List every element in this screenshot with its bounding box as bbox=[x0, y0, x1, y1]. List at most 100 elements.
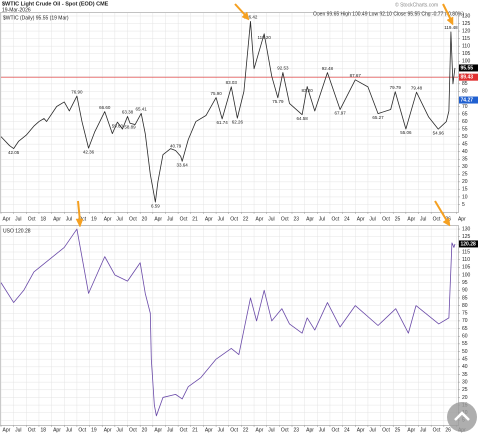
data-label: 79.48 bbox=[411, 85, 423, 90]
y-tick-label: 130 bbox=[462, 13, 471, 19]
price-marker-box bbox=[459, 64, 478, 72]
y-tick-label: 55 bbox=[462, 341, 468, 347]
data-label: 58.89 bbox=[124, 124, 136, 129]
x-tick-label: 19 bbox=[91, 427, 97, 433]
x-tick-label: Oct bbox=[180, 427, 188, 433]
y-tick-label: 65 bbox=[462, 111, 468, 117]
price-line bbox=[0, 228, 456, 417]
x-tick-label: 22 bbox=[243, 216, 249, 222]
x-tick-label: Oct bbox=[382, 427, 390, 433]
data-label: 79.79 bbox=[390, 85, 402, 90]
y-tick-label: 85 bbox=[462, 295, 468, 301]
y-tick-label: 15 bbox=[462, 187, 468, 193]
data-label: 62.26 bbox=[232, 119, 244, 124]
x-tick-label: 20 bbox=[142, 427, 148, 433]
arrow-head bbox=[75, 218, 84, 228]
x-tick-label: Jul bbox=[369, 427, 375, 433]
x-tick-label: Apr bbox=[407, 216, 415, 222]
y-tick-label: 115 bbox=[462, 36, 470, 42]
arrow-head bbox=[446, 16, 454, 26]
x-tick-label: Apr bbox=[357, 216, 365, 222]
x-tick-label: Jul bbox=[319, 216, 325, 222]
x-tick-label: 21 bbox=[192, 427, 198, 433]
y-tick-label: 50 bbox=[462, 349, 468, 355]
price-marker-label: 95.55 bbox=[461, 65, 474, 71]
data-label: 76.90 bbox=[71, 89, 83, 94]
data-label: 75.79 bbox=[272, 99, 284, 104]
legend-label: USO 120.28 bbox=[3, 228, 31, 234]
legend-label: $WTIC (Daily) 95.55 (19 Mar) bbox=[3, 15, 69, 21]
x-tick-label: Oct bbox=[281, 216, 289, 222]
x-tick-label: Apr bbox=[256, 427, 264, 433]
data-label: 83.20 bbox=[302, 88, 314, 93]
y-tick-label: 30 bbox=[462, 164, 468, 170]
y-tick-label: 25 bbox=[462, 387, 468, 393]
data-label: 92.53 bbox=[277, 66, 289, 71]
y-tick-label: 20 bbox=[462, 179, 468, 185]
y-tick-label: 105 bbox=[462, 265, 471, 271]
price-marker-label: 120.28 bbox=[461, 241, 477, 247]
y-tick-label: 5 bbox=[462, 202, 465, 208]
y-tick-label: 110 bbox=[462, 43, 470, 49]
data-label: 67.97 bbox=[334, 111, 346, 116]
x-tick-label: Apr bbox=[306, 216, 314, 222]
x-tick-label: Jul bbox=[268, 427, 274, 433]
data-label: 83.03 bbox=[226, 80, 238, 85]
x-tick-label: Apr bbox=[357, 427, 365, 433]
y-tick-label: 130 bbox=[462, 226, 471, 232]
x-tick-label: Oct bbox=[230, 427, 238, 433]
y-tick-label: 110 bbox=[462, 257, 470, 263]
data-label: 119.48 bbox=[444, 25, 458, 30]
data-label: 63.38 bbox=[122, 110, 134, 115]
arrow bbox=[234, 3, 247, 17]
y-tick-label: 105 bbox=[462, 51, 471, 57]
data-label: 118.20 bbox=[257, 35, 271, 40]
x-tick-label: 22 bbox=[243, 427, 249, 433]
data-label: 87.67 bbox=[350, 73, 362, 78]
y-tick-label: 70 bbox=[462, 104, 468, 110]
panel-frame bbox=[0, 225, 459, 426]
x-tick-label: 23 bbox=[294, 216, 300, 222]
y-tick-label: 80 bbox=[462, 303, 468, 309]
x-tick-label: Jul bbox=[167, 427, 173, 433]
arrow-head bbox=[241, 11, 250, 21]
y-tick-label: 120 bbox=[462, 28, 471, 34]
y-tick-label: 75 bbox=[462, 311, 468, 317]
price-line bbox=[0, 21, 456, 203]
y-tick-label: 95 bbox=[462, 280, 468, 286]
x-tick-label: Apr bbox=[256, 216, 264, 222]
x-tick-label: Oct bbox=[230, 216, 238, 222]
x-tick-label: Apr bbox=[104, 216, 112, 222]
x-tick-label: Jul bbox=[218, 216, 224, 222]
x-tick-label: 21 bbox=[192, 216, 198, 222]
quote: Open 99.65 High 100.49 Low 92.10 Close 9… bbox=[313, 11, 464, 17]
x-tick-label: Apr bbox=[154, 427, 162, 433]
y-tick-label: 125 bbox=[462, 234, 471, 240]
arrow bbox=[442, 3, 452, 21]
x-tick-label: Oct bbox=[129, 216, 137, 222]
y-tick-label: 45 bbox=[462, 357, 468, 363]
x-tick-label: 24 bbox=[344, 427, 350, 433]
y-tick-label: 115 bbox=[462, 249, 470, 255]
data-label: 6.59 bbox=[151, 203, 160, 208]
x-tick-label: Jul bbox=[420, 427, 426, 433]
chart-title: $WTIC Light Crude Oil - Spot (EOD) CME bbox=[2, 1, 109, 7]
y-tick-label: 35 bbox=[462, 372, 468, 378]
x-tick-label: Apr bbox=[458, 216, 466, 222]
data-label: 54.96 bbox=[433, 130, 445, 135]
y-tick-label: 40 bbox=[462, 364, 468, 370]
chart-date: 19-Mar-2026 bbox=[2, 7, 31, 13]
scroll-top-button[interactable] bbox=[447, 402, 477, 432]
x-tick-label: Jul bbox=[319, 427, 325, 433]
x-tick-label: Jul bbox=[268, 216, 274, 222]
x-tick-label: 23 bbox=[294, 427, 300, 433]
x-tick-label: Oct bbox=[129, 427, 137, 433]
data-label: 65.27 bbox=[372, 115, 384, 120]
y-tick-label: 40 bbox=[462, 149, 468, 155]
data-label: 61.74 bbox=[217, 120, 229, 125]
data-label: 59.60 bbox=[112, 123, 124, 128]
x-tick-label: Oct bbox=[281, 427, 289, 433]
x-tick-label: Apr bbox=[104, 427, 112, 433]
x-tick-label: 25 bbox=[395, 427, 401, 433]
data-label: 42.36 bbox=[83, 149, 95, 154]
